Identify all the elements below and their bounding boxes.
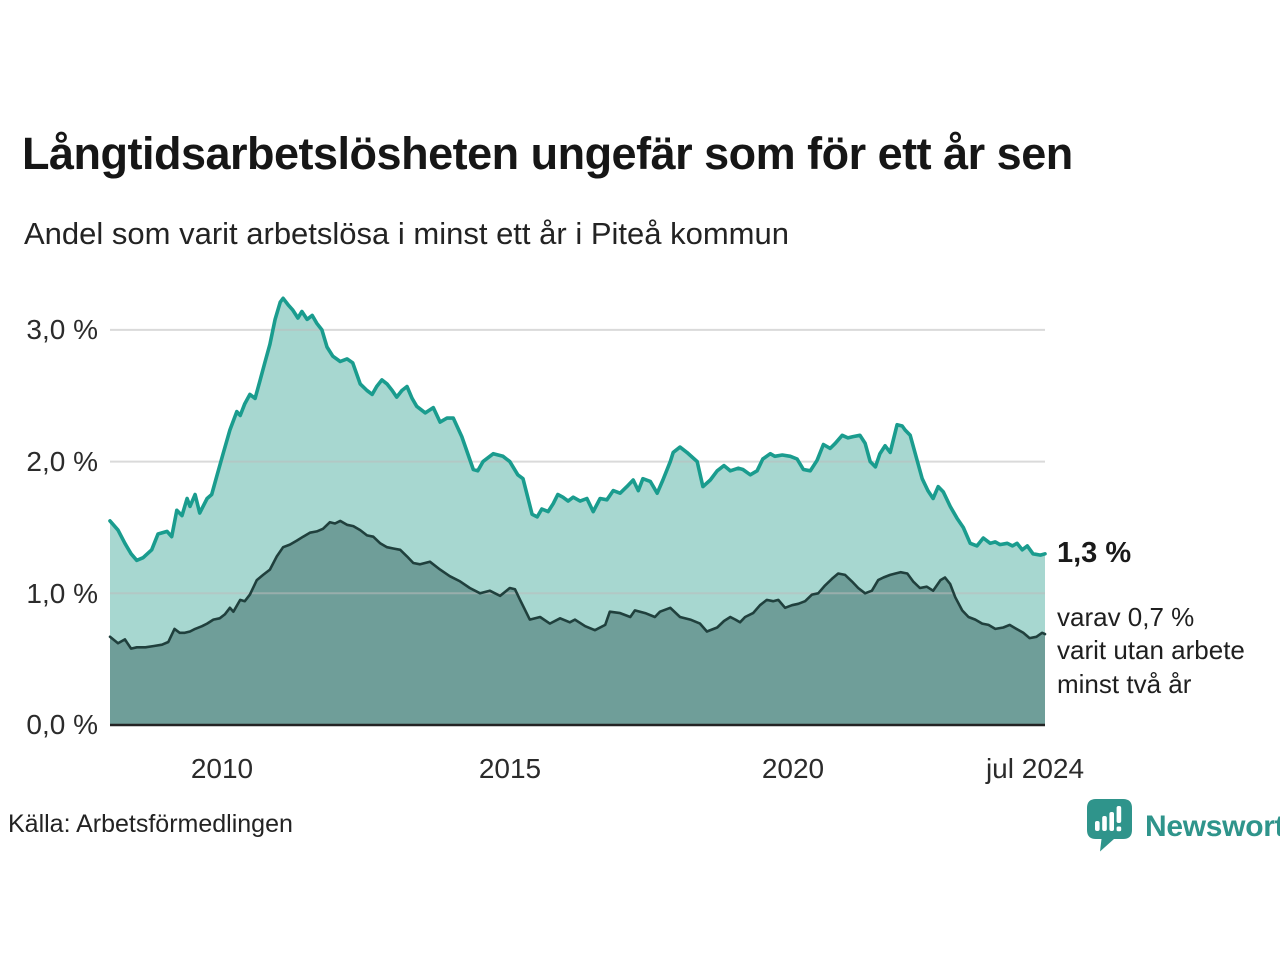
newsworthy-logo: Newsworthy xyxy=(1086,799,1280,852)
two-year-note-line1: varav 0,7 % xyxy=(1057,602,1195,632)
y-tick-1.0: 1,0 % xyxy=(26,578,98,609)
two-year-note-line2: varit utan arbete xyxy=(1057,635,1245,666)
x-tick-2010: 2010 xyxy=(190,753,254,784)
chart-subtitle: Andel som varit arbetslösa i minst ett å… xyxy=(24,216,789,251)
y-tick-3.0: 3,0 % xyxy=(26,314,98,345)
x-tick-jul2024: jul 2024 xyxy=(985,753,1085,784)
x-tick-2015: 2015 xyxy=(478,753,542,784)
area-chart-plot xyxy=(108,296,1047,727)
two-year-note: varav 0,7 % varit utan arbete minst två … xyxy=(1057,601,1245,701)
newsworthy-logo-icon xyxy=(1087,799,1132,852)
source-credit: Källa: Arbetsförmedlingen xyxy=(8,810,293,838)
two-year-note-line3: minst två år xyxy=(1057,668,1192,699)
line-1yr xyxy=(108,296,1047,563)
latest-value-label: 1,3 % xyxy=(1057,537,1132,569)
area-2yr xyxy=(110,520,1045,725)
line-2yr xyxy=(108,519,1047,650)
y-tick-2.0: 2,0 % xyxy=(26,446,98,477)
page-title: Långtidsarbetslösheten ungefär som för e… xyxy=(22,128,1073,179)
y-tick-0.0: 0,0 % xyxy=(26,709,98,740)
x-tick-2020: 2020 xyxy=(761,753,825,784)
newsworthy-logo-text: Newsworthy xyxy=(1145,809,1280,843)
